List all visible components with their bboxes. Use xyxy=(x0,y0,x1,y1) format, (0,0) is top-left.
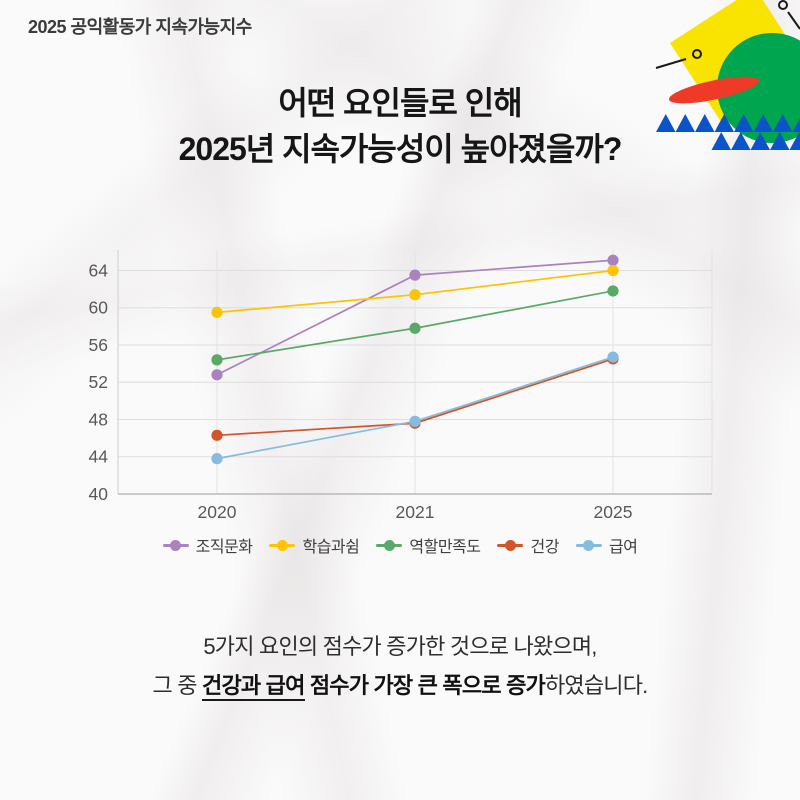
blue-triangles-row xyxy=(656,114,800,132)
legend-marker-icon xyxy=(376,539,403,551)
series-point xyxy=(211,453,223,465)
footer-line1: 5가지 요인의 점수가 증가한 것으로 나왔으며, xyxy=(203,634,597,659)
legend-label: 학습과쉼 xyxy=(302,539,360,556)
y-tick-label: 64 xyxy=(89,260,109,280)
y-tick-label: 52 xyxy=(89,372,108,392)
series-point xyxy=(211,306,223,318)
footer-line2-emphasis: 점수가 가장 큰 폭으로 증가 xyxy=(304,673,546,698)
page-header-label: 2025 공익활동가 지속가능지수 xyxy=(28,17,252,37)
series-point xyxy=(211,354,223,366)
y-tick-label: 56 xyxy=(89,335,108,355)
page-title-line1: 어떤 요인들로 인해 xyxy=(278,85,522,121)
chart-legend: 조직문화 학습과쉼 역할만족도 건강 급여 xyxy=(0,533,800,557)
series-point xyxy=(607,285,619,297)
series-point xyxy=(409,415,421,427)
series-point xyxy=(607,351,619,363)
footer-line2-suffix: 하였습니다. xyxy=(544,673,648,698)
x-tick-label: 2025 xyxy=(594,502,633,522)
legend-marker-icon xyxy=(269,539,296,551)
legend-marker-icon xyxy=(497,539,524,551)
legend-item: 급여 xyxy=(575,533,638,557)
x-tick-label: 2021 xyxy=(396,502,435,522)
pin-icon xyxy=(655,49,702,69)
y-tick-label: 40 xyxy=(89,484,109,504)
footer-line2-prefix: 그 중 xyxy=(152,673,203,698)
legend-label: 역할만족도 xyxy=(409,539,481,556)
series-point xyxy=(607,254,619,266)
page-title-line2: 2025년 지속가능성이 높아졌을까? xyxy=(178,131,623,167)
legend-item: 조직문화 xyxy=(162,533,253,557)
legend-label: 조직문화 xyxy=(195,539,253,556)
pin-icon xyxy=(778,0,800,30)
series-point xyxy=(211,369,223,381)
red-ellipse-shape xyxy=(668,76,760,104)
series-point xyxy=(409,269,421,281)
series-point xyxy=(607,264,619,277)
x-tick-label: 2020 xyxy=(198,502,237,522)
page-title: 어떤 요인들로 인해 2025년 지속가능성이 높아졌을까? xyxy=(0,80,800,172)
y-tick-label: 44 xyxy=(89,447,109,467)
green-circle-shape xyxy=(717,33,800,143)
series-point xyxy=(409,322,421,334)
series-point xyxy=(211,429,223,441)
legend-marker-icon xyxy=(162,539,189,551)
y-tick-label: 60 xyxy=(89,298,109,318)
legend-item: 학습과쉼 xyxy=(269,533,360,557)
decorative-shapes xyxy=(655,0,800,150)
legend-label: 건강 xyxy=(530,539,559,556)
line-chart: 40 44 48 52 56 60 64 2020 2021 2025 xyxy=(89,250,713,522)
footer-text: 5가지 요인의 점수가 증가한 것으로 나왔으며, 그 중 건강과 급여 점수가… xyxy=(0,627,800,705)
legend-marker-icon xyxy=(575,539,602,551)
legend-label: 급여 xyxy=(608,539,638,556)
series-point xyxy=(409,289,421,301)
legend-item: 건강 xyxy=(497,533,559,557)
legend-item: 역할만족도 xyxy=(376,533,481,557)
footer-line2-emphasis-underlined: 건강과 급여 xyxy=(202,673,305,701)
y-tick-label: 48 xyxy=(89,409,108,429)
footer-line2: 그 중 건강과 급여 점수가 가장 큰 폭으로 증가하였습니다. xyxy=(0,666,800,705)
blue-triangles-row xyxy=(711,132,800,150)
